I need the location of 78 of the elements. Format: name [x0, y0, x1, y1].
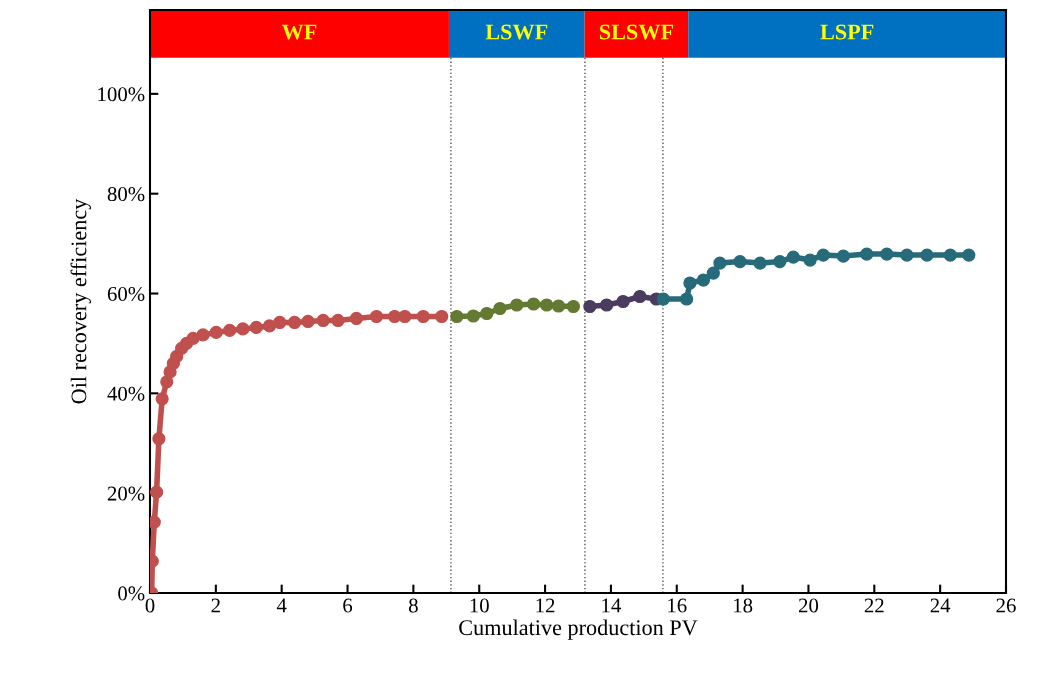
point — [880, 247, 894, 261]
y-tick-label: 100% — [98, 87, 145, 102]
point — [540, 298, 554, 312]
band-label: LSWF — [485, 24, 548, 40]
point — [349, 311, 364, 326]
point — [331, 313, 345, 328]
point — [416, 309, 430, 324]
point — [466, 309, 480, 323]
x-tick-label: 4 — [276, 598, 287, 613]
point — [526, 297, 541, 311]
point — [753, 256, 767, 270]
point — [600, 298, 614, 312]
point — [683, 276, 697, 290]
x-tick-label: 18 — [734, 598, 753, 613]
x-tick-label: 2 — [211, 598, 220, 613]
point — [262, 319, 277, 333]
point — [223, 323, 237, 338]
point — [566, 299, 580, 314]
point — [450, 309, 464, 324]
point — [713, 256, 727, 270]
point — [900, 248, 914, 262]
point — [273, 315, 287, 330]
x-tick-label: 16 — [668, 598, 687, 613]
x-tick-label: 6 — [343, 598, 353, 613]
point — [301, 314, 315, 329]
x-tick-label: 20 — [798, 598, 819, 613]
point — [803, 253, 817, 267]
point — [633, 289, 647, 304]
point — [706, 266, 720, 280]
point — [155, 392, 169, 406]
x-axis-title: Cumulative production PV — [459, 619, 698, 640]
point — [816, 248, 830, 262]
point — [510, 298, 524, 312]
point — [209, 325, 223, 340]
point — [733, 254, 747, 269]
point — [583, 299, 597, 314]
point — [287, 315, 302, 330]
band-label: LSPF — [820, 24, 874, 40]
x-tick-label: 10 — [470, 598, 489, 613]
point — [480, 306, 494, 321]
point — [152, 432, 166, 446]
point — [656, 292, 670, 306]
point — [786, 250, 800, 264]
x-tick-label: 22 — [864, 598, 884, 613]
point — [196, 328, 210, 342]
y-tick-label: 0% — [118, 586, 145, 601]
y-tick-label: 20% — [107, 486, 145, 501]
point — [551, 299, 566, 313]
y-tick-label: 60% — [107, 286, 145, 302]
point — [493, 301, 507, 316]
point — [616, 294, 630, 309]
point — [680, 292, 694, 306]
y-tick-label: 80% — [107, 187, 145, 202]
point — [316, 313, 330, 328]
y-tick-label: 40% — [107, 386, 145, 401]
point — [236, 322, 250, 336]
point — [369, 309, 384, 324]
band-label: WF — [281, 24, 317, 40]
x-tick-label: 24 — [930, 598, 951, 613]
point — [943, 248, 957, 262]
band-label: SLSWF — [599, 24, 674, 40]
point — [696, 273, 711, 287]
x-tick-label: 26 — [996, 598, 1016, 613]
point — [773, 254, 787, 269]
point — [860, 247, 874, 261]
x-tick-label: 14 — [602, 598, 622, 613]
point — [836, 249, 850, 263]
point — [150, 485, 164, 499]
x-tick-label: 8 — [408, 598, 418, 613]
point — [962, 248, 976, 262]
y-axis-title: Oil recovery efficiency — [70, 198, 91, 404]
x-tick-label: 0 — [145, 598, 155, 613]
point — [249, 320, 263, 335]
point — [920, 248, 934, 262]
point — [435, 309, 449, 324]
point — [398, 309, 412, 324]
point — [186, 331, 200, 346]
x-tick-label: 12 — [536, 598, 555, 613]
